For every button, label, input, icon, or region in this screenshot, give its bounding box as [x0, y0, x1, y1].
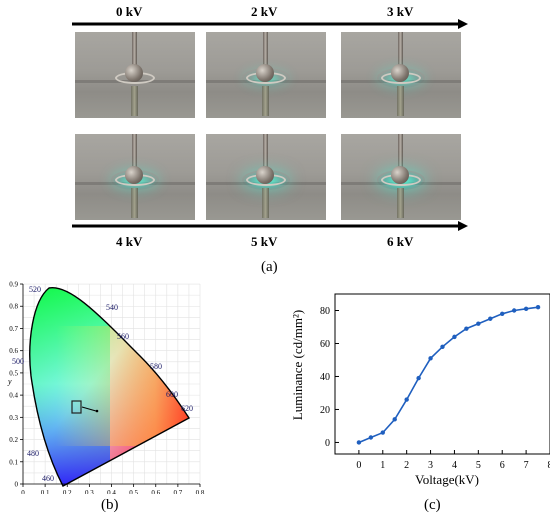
photo-4kv: [75, 134, 195, 220]
wavelength-label: 540: [106, 303, 118, 312]
cie-x-tick-label: 0.8: [196, 489, 205, 494]
luminance-data-point: [452, 334, 457, 340]
voltage-label-5kv: 5 kV: [251, 234, 278, 249]
luminance-data-point: [380, 430, 385, 435]
cie-axes: 0 0.1 0.2 0.3 0.4 0.5 0.6 0.7 0.8 0 0.1 0.2 0.3 0.4 0.…: [7, 281, 205, 494]
photo-2kv: [206, 32, 326, 118]
luminance-series-line: [358, 306, 539, 444]
luminance-data-point: [404, 397, 409, 402]
y-tick-label: 0: [325, 438, 330, 449]
x-tick-label: 4: [452, 460, 457, 471]
wavelength-label: 520: [29, 285, 41, 294]
cie-y-tick-label: 0.7: [9, 325, 18, 333]
voltage-label-4kv: 4 kV: [116, 234, 143, 249]
cie-x-tick-label: 0.5: [129, 489, 138, 494]
chromaticity-leader: [81, 406, 97, 412]
luminance-x-axis-title: Voltage(kV): [415, 472, 479, 487]
voltage-label-2kv: 2 kV: [251, 4, 278, 19]
y-tick-label: 60: [320, 339, 330, 350]
photo-6kv: [341, 134, 461, 220]
x-tick-label: 5: [476, 460, 481, 471]
voltage-label-3kv: 3 kV: [387, 4, 414, 19]
cie-x-tick-label: 0.2: [63, 489, 72, 494]
cie-y-tick-label: 0.1: [9, 458, 18, 466]
x-tick-label: 3: [428, 460, 433, 471]
voltage-label-6kv: 6 kV: [387, 234, 414, 249]
luminance-y-axis-title: Luminance (cd/mm²): [290, 310, 305, 420]
cie-y-tick-label: 0: [15, 481, 19, 489]
cie-y-tick-label: 0.3: [9, 414, 18, 422]
top-arrow: [72, 19, 468, 29]
wavelength-label: 500: [12, 357, 24, 366]
luminance-data-point: [476, 321, 481, 326]
cie-diagram: 0 0.1 0.2 0.3 0.4 0.5 0.6 0.7 0.8 0 0.1 0.2 0.3 0.4 0.…: [7, 281, 205, 494]
cie-x-tick-label: 0.3: [85, 489, 94, 494]
wavelength-label: 600: [166, 390, 178, 399]
caption-b: (b): [101, 497, 119, 513]
luminance-data-point: [464, 326, 469, 331]
y-tick-label: 80: [320, 306, 330, 317]
cie-x-tick-label: 0: [21, 489, 25, 494]
bottom-arrow: [72, 221, 468, 231]
wavelength-label: 460: [42, 474, 54, 483]
wavelength-label: 480: [27, 449, 39, 458]
luminance-data-point: [511, 308, 517, 313]
cie-y-axis-title: y: [7, 377, 12, 386]
cie-x-tick-label: 0.4: [107, 489, 116, 494]
luminance-data-point: [356, 440, 362, 445]
wavelength-label: 580: [150, 362, 162, 371]
luminance-data-point: [392, 417, 397, 422]
cie-y-tick-label: 0.8: [9, 303, 18, 311]
cie-x-tick-label: 0.1: [41, 489, 50, 494]
spectral-locus: [29, 287, 190, 487]
x-tick-label: 8: [548, 460, 550, 471]
wavelength-label: 560: [117, 332, 129, 341]
luminance-data-point: [428, 356, 433, 361]
caption-a: (a): [261, 259, 278, 275]
luminance-data-point: [523, 306, 529, 312]
luminance-data-point: [500, 311, 505, 316]
luminance-data-point: [440, 344, 445, 349]
x-tick-label: 6: [500, 460, 505, 471]
photo-3kv: [341, 32, 461, 118]
luminance-data-point: [535, 304, 541, 310]
plot-frame: [334, 293, 550, 455]
x-tick-label: 1: [380, 460, 385, 471]
cie-y-tick-label: 0.6: [9, 347, 18, 355]
cie-y-tick-label: 0.2: [9, 436, 18, 444]
chromaticity-marker-box: [71, 400, 82, 414]
cie-x-tick-label: 0.6: [151, 489, 160, 494]
caption-c: (c): [424, 497, 441, 513]
y-tick-label: 40: [320, 372, 330, 383]
cie-y-tick-label: 0.4: [9, 392, 18, 400]
x-tick-label: 2: [404, 460, 409, 471]
photo-5kv: [206, 134, 326, 220]
wavelength-label: 620: [181, 404, 193, 413]
cie-x-tick-label: 0.7: [174, 489, 183, 494]
y-tick-label: 20: [320, 405, 330, 416]
voltage-label-0kv: 0 kV: [116, 4, 143, 19]
chromaticity-point: [95, 409, 99, 413]
luminance-data-point: [488, 316, 493, 321]
luminance-data-point: [416, 375, 421, 381]
luminance-data-point: [368, 435, 374, 440]
x-tick-label: 7: [524, 460, 529, 471]
x-tick-label: 0: [356, 460, 361, 471]
cie-y-tick-label: 0.5: [9, 369, 18, 377]
photo-0kv: [75, 32, 195, 118]
cie-y-tick-label: 0.9: [9, 281, 18, 289]
